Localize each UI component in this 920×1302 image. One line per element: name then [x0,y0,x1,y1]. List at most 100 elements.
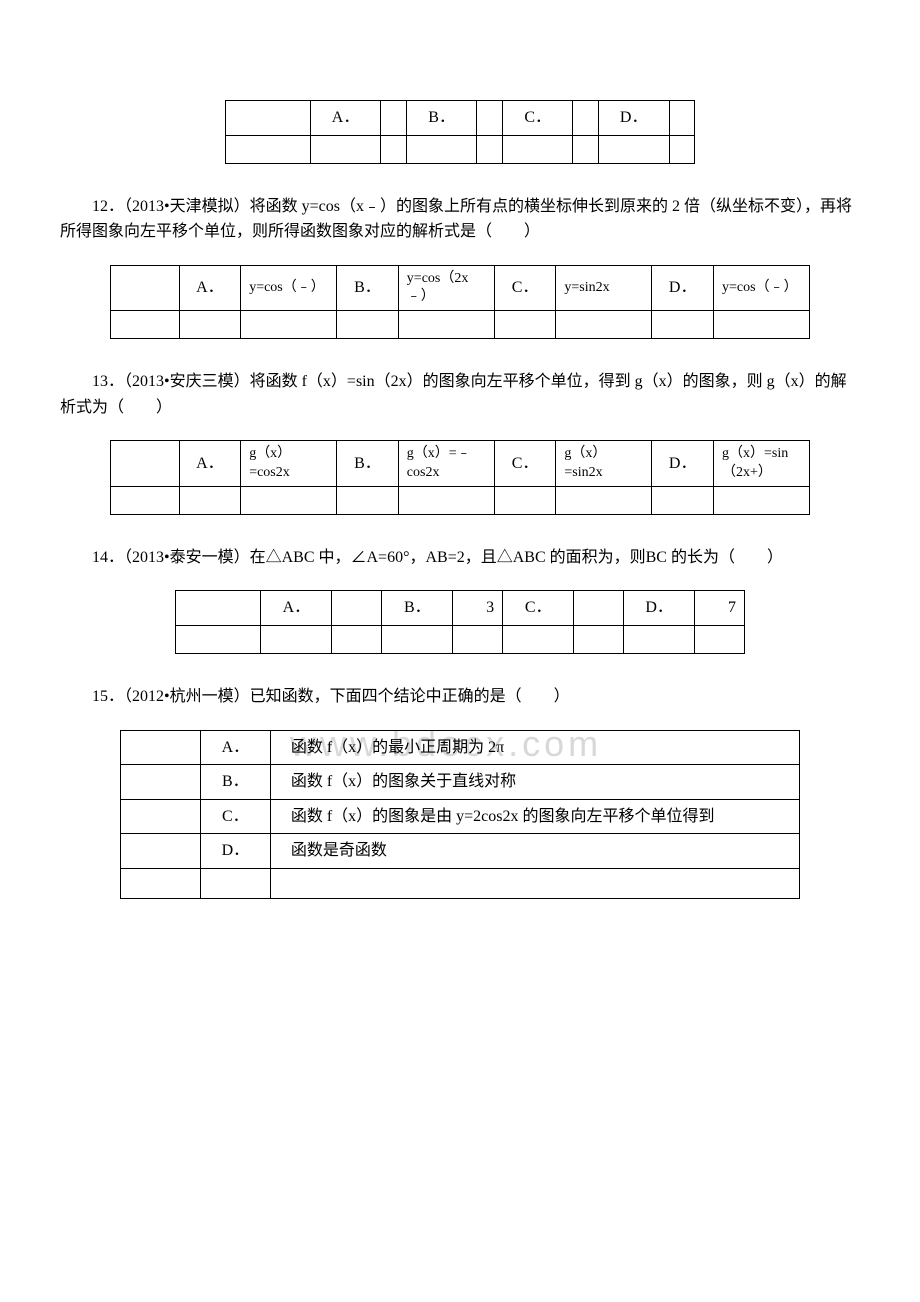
option-c-content: g（x）=sin2x [556,441,652,486]
table-row [111,311,810,339]
question-12: 12．（2013•天津模拟）将函数 y=cos（x﹣）的图象上所有点的横坐标伸长… [60,194,860,245]
q14-text: 14．（2013•泰安一模）在△ABC 中，∠A=60°，AB=2，且△ABC … [60,545,860,571]
table-cell [494,486,556,514]
option-c-content: y=sin2x [556,265,652,310]
q13-options-table: A． g（x）=cos2x B． g（x）=﹣cos2x C． g（x）=sin… [110,440,810,514]
question-15: 15．（2012•杭州一模）已知函数，下面四个结论中正确的是（ ） [60,684,860,710]
table-cell-pad [176,591,261,626]
table-cell-pad [176,625,261,653]
option-c-content [573,101,598,136]
table-cell [241,486,337,514]
table-cell [241,311,337,339]
option-c-label: C． [502,101,573,136]
option-b-label: B． [337,265,399,310]
table-cell [652,311,714,339]
option-c-label: C． [494,265,556,310]
q14-options-table: A． B． 3 C． D． 7 [175,590,745,654]
table-cell-pad [121,834,201,869]
table-cell-pad [111,441,180,486]
table-row: A． g（x）=cos2x B． g（x）=﹣cos2x C． g（x）=sin… [111,441,810,486]
table-cell [624,625,695,653]
table-cell [503,625,574,653]
option-a-content [332,591,382,626]
table-cell [477,135,502,163]
option-a-content [381,101,406,136]
q11-options-table: A． B． C． D． [225,100,695,164]
option-d-label: D． [598,101,669,136]
table-cell [179,311,241,339]
table-cell [406,135,477,163]
option-a-content: 函数 f（x）的最小正周期为 2π [270,730,799,765]
option-a-content: y=cos（﹣） [241,265,337,310]
option-d-content: 函数是奇函数 [270,834,799,869]
option-c-content [574,591,624,626]
table-cell-pad [111,486,180,514]
option-d-label: D． [652,265,714,310]
option-d-content: g（x）=sin（2x+） [714,441,810,486]
table-row: A． B． C． D． [226,101,695,136]
table-cell [381,135,406,163]
table-cell-pad [111,311,180,339]
question-14: 14．（2013•泰安一模）在△ABC 中，∠A=60°，AB=2，且△ABC … [60,545,860,571]
table-row [111,486,810,514]
table-cell [502,135,573,163]
table-row [226,135,695,163]
option-b-content [477,101,502,136]
table-row [176,625,745,653]
option-d-label: D． [624,591,695,626]
table-cell-pad [226,135,311,163]
option-b-content: g（x）=﹣cos2x [398,441,494,486]
option-d-content: 7 [695,591,745,626]
table-cell [714,311,810,339]
table-cell [337,311,399,339]
option-b-label: B． [337,441,399,486]
option-b-label: B． [200,765,270,800]
option-a-label: A． [261,591,332,626]
option-a-label: A． [179,441,241,486]
table-cell [382,625,453,653]
table-row: C． 函数 f（x）的图象是由 y=2cos2x 的图象向左平移个单位得到 [121,799,800,834]
table-cell [652,486,714,514]
option-c-label: C． [494,441,556,486]
option-b-label: B． [406,101,477,136]
q12-options-table: A． y=cos（﹣） B． y=cos（2x﹣） C． y=sin2x D． … [110,265,810,339]
table-row: D． 函数是奇函数 [121,834,800,869]
table-cell [337,486,399,514]
option-a-content: g（x）=cos2x [241,441,337,486]
table-cell [695,625,745,653]
option-b-label: B． [382,591,453,626]
table-cell [398,486,494,514]
option-b-content: y=cos（2x﹣） [398,265,494,310]
table-cell [556,486,652,514]
table-row: B． 函数 f（x）的图象关于直线对称 [121,765,800,800]
table-cell [398,311,494,339]
table-cell-pad [226,101,311,136]
q15-options-table: A． 函数 f（x）的最小正周期为 2π B． 函数 f（x）的图象关于直线对称… [120,730,800,899]
table-cell-pad [121,868,201,898]
option-c-label: C． [200,799,270,834]
table-cell [669,135,694,163]
option-d-content [669,101,694,136]
table-cell [714,486,810,514]
table-row [121,868,800,898]
question-13: 13．（2013•安庆三模）将函数 f（x）=sin（2x）的图象向左平移个单位… [60,369,860,420]
option-a-label: A． [310,101,381,136]
option-a-label: A． [179,265,241,310]
table-cell [179,486,241,514]
table-cell [200,868,270,898]
option-d-label: D． [652,441,714,486]
table-cell [332,625,382,653]
table-cell [453,625,503,653]
table-cell-pad [111,265,180,310]
option-c-label: C． [503,591,574,626]
table-row: A． y=cos（﹣） B． y=cos（2x﹣） C． y=sin2x D． … [111,265,810,310]
table-cell-pad [121,799,201,834]
option-b-content: 函数 f（x）的图象关于直线对称 [270,765,799,800]
table-cell [494,311,556,339]
q13-text: 13．（2013•安庆三模）将函数 f（x）=sin（2x）的图象向左平移个单位… [60,369,860,420]
option-b-content: 3 [453,591,503,626]
table-cell [598,135,669,163]
table-cell [556,311,652,339]
table-row: A． B． 3 C． D． 7 [176,591,745,626]
table-cell [573,135,598,163]
